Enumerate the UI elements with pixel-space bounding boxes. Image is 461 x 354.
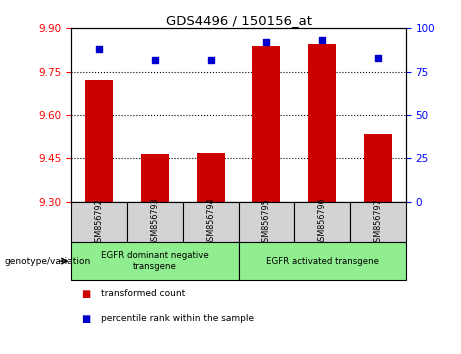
Text: GSM856796: GSM856796 xyxy=(318,198,327,246)
Text: GSM856792: GSM856792 xyxy=(95,198,104,246)
Point xyxy=(207,57,214,62)
Text: GSM856794: GSM856794 xyxy=(206,198,215,246)
Bar xyxy=(364,134,392,202)
Bar xyxy=(197,153,225,202)
Text: GSM856795: GSM856795 xyxy=(262,198,271,246)
Bar xyxy=(71,242,239,280)
Point xyxy=(263,39,270,45)
Point xyxy=(151,57,159,62)
Title: GDS4496 / 150156_at: GDS4496 / 150156_at xyxy=(165,14,312,27)
Bar xyxy=(308,44,336,202)
Text: GSM856797: GSM856797 xyxy=(373,198,382,246)
Text: genotype/variation: genotype/variation xyxy=(5,257,91,266)
Text: ■: ■ xyxy=(81,314,90,324)
Point xyxy=(374,55,382,61)
Bar xyxy=(294,202,350,242)
Bar xyxy=(238,242,406,280)
Text: GSM856793: GSM856793 xyxy=(150,198,160,246)
Bar xyxy=(183,202,238,242)
Bar xyxy=(350,202,406,242)
Text: EGFR activated transgene: EGFR activated transgene xyxy=(266,257,378,266)
Bar xyxy=(141,154,169,202)
Text: percentile rank within the sample: percentile rank within the sample xyxy=(101,314,254,323)
Bar xyxy=(71,202,127,242)
Bar xyxy=(253,46,280,202)
Text: transformed count: transformed count xyxy=(101,289,186,298)
Text: EGFR dominant negative
transgene: EGFR dominant negative transgene xyxy=(101,251,209,271)
Point xyxy=(95,46,103,52)
Bar xyxy=(238,202,294,242)
Bar xyxy=(127,202,183,242)
Point xyxy=(319,38,326,43)
Bar xyxy=(85,80,113,202)
Text: ■: ■ xyxy=(81,289,90,299)
